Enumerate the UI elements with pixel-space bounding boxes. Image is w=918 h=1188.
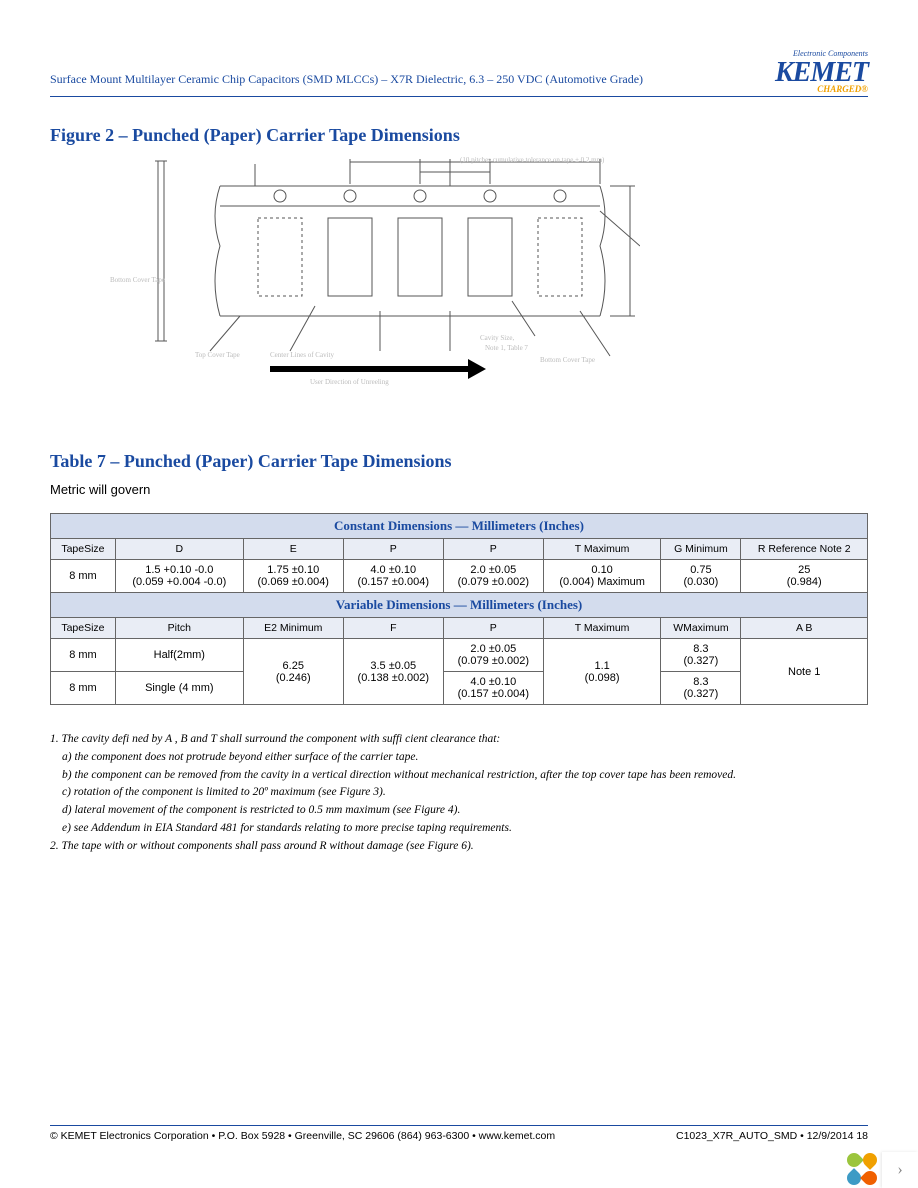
table-row: 8 mm Half(2mm) 6.25 (0.246) 3.5 ±0.05 (0… (51, 639, 868, 672)
table-row: TapeSize D E P P T Maximum G Minimum R R… (51, 539, 868, 560)
table-row: 8 mm 1.5 +0.10 -0.0 (0.059 +0.004 -0.0) … (51, 560, 868, 593)
diagram-label-top-cover: Top Cover Tape (195, 351, 240, 359)
footer-right: C1023_X7R_AUTO_SMD • 12/9/2014 18 (676, 1130, 868, 1142)
note-1c: c) rotation of the component is limited … (50, 784, 868, 802)
table-7-title: Table 7 – Punched (Paper) Carrier Tape D… (50, 451, 868, 472)
unreeling-direction-arrow (270, 366, 470, 372)
note-2: 2. The tape with or without components s… (50, 838, 868, 856)
footer-left: © KEMET Electronics Corporation • P.O. B… (50, 1130, 555, 1142)
note-1b: b) the component can be removed from the… (50, 767, 868, 785)
diagram-label-cavity-size: Cavity Size, (480, 334, 514, 342)
document-header: Surface Mount Multilayer Ceramic Chip Ca… (50, 50, 868, 97)
tape-schematic-svg (140, 156, 640, 366)
dimensions-table: Constant Dimensions — Millimeters (Inche… (50, 513, 868, 705)
document-title: Surface Mount Multilayer Ceramic Chip Ca… (50, 72, 643, 87)
table-row: TapeSize Pitch E2 Minimum F P T Maximum … (51, 618, 868, 639)
diagram-label-pitch-note: (10 pitches cumulative tolerance on tape… (460, 156, 604, 164)
table-section-constant: Constant Dimensions — Millimeters (Inche… (51, 514, 868, 539)
footnotes: 1. The cavity defi ned by A , B and T sh… (50, 731, 868, 856)
metric-govern-note: Metric will govern (50, 482, 868, 497)
diagram-label-bottom-cover-right: Bottom Cover Tape (540, 356, 595, 364)
logo-text: KEMET (775, 59, 868, 87)
carrier-tape-diagram: (10 pitches cumulative tolerance on tape… (140, 156, 640, 391)
viewer-badge: › (846, 1152, 918, 1188)
note-1e: e) see Addendum in EIA Standard 481 for … (50, 820, 868, 838)
note-1d: d) lateral movement of the component is … (50, 802, 868, 820)
note-1: 1. The cavity defi ned by A , B and T sh… (50, 731, 868, 749)
figure-2-title: Figure 2 – Punched (Paper) Carrier Tape … (50, 125, 868, 146)
page-footer: © KEMET Electronics Corporation • P.O. B… (50, 1125, 868, 1142)
diagram-label-center-lines: Center Lines of Cavity (270, 351, 334, 359)
flower-icon (846, 1152, 882, 1188)
note-1a: a) the component does not protrude beyon… (50, 749, 868, 767)
diagram-label-user-direction: User Direction of Unreeling (310, 378, 389, 386)
diagram-label-note1-ref: Note 1, Table 7 (485, 344, 528, 352)
kemet-logo: Electronic Components KEMET CHARGED® (775, 50, 868, 94)
table-section-variable: Variable Dimensions — Millimeters (Inche… (51, 593, 868, 618)
diagram-label-bottom-cover-left: Bottom Cover Tape (110, 276, 165, 284)
next-page-button[interactable]: › (882, 1152, 918, 1188)
